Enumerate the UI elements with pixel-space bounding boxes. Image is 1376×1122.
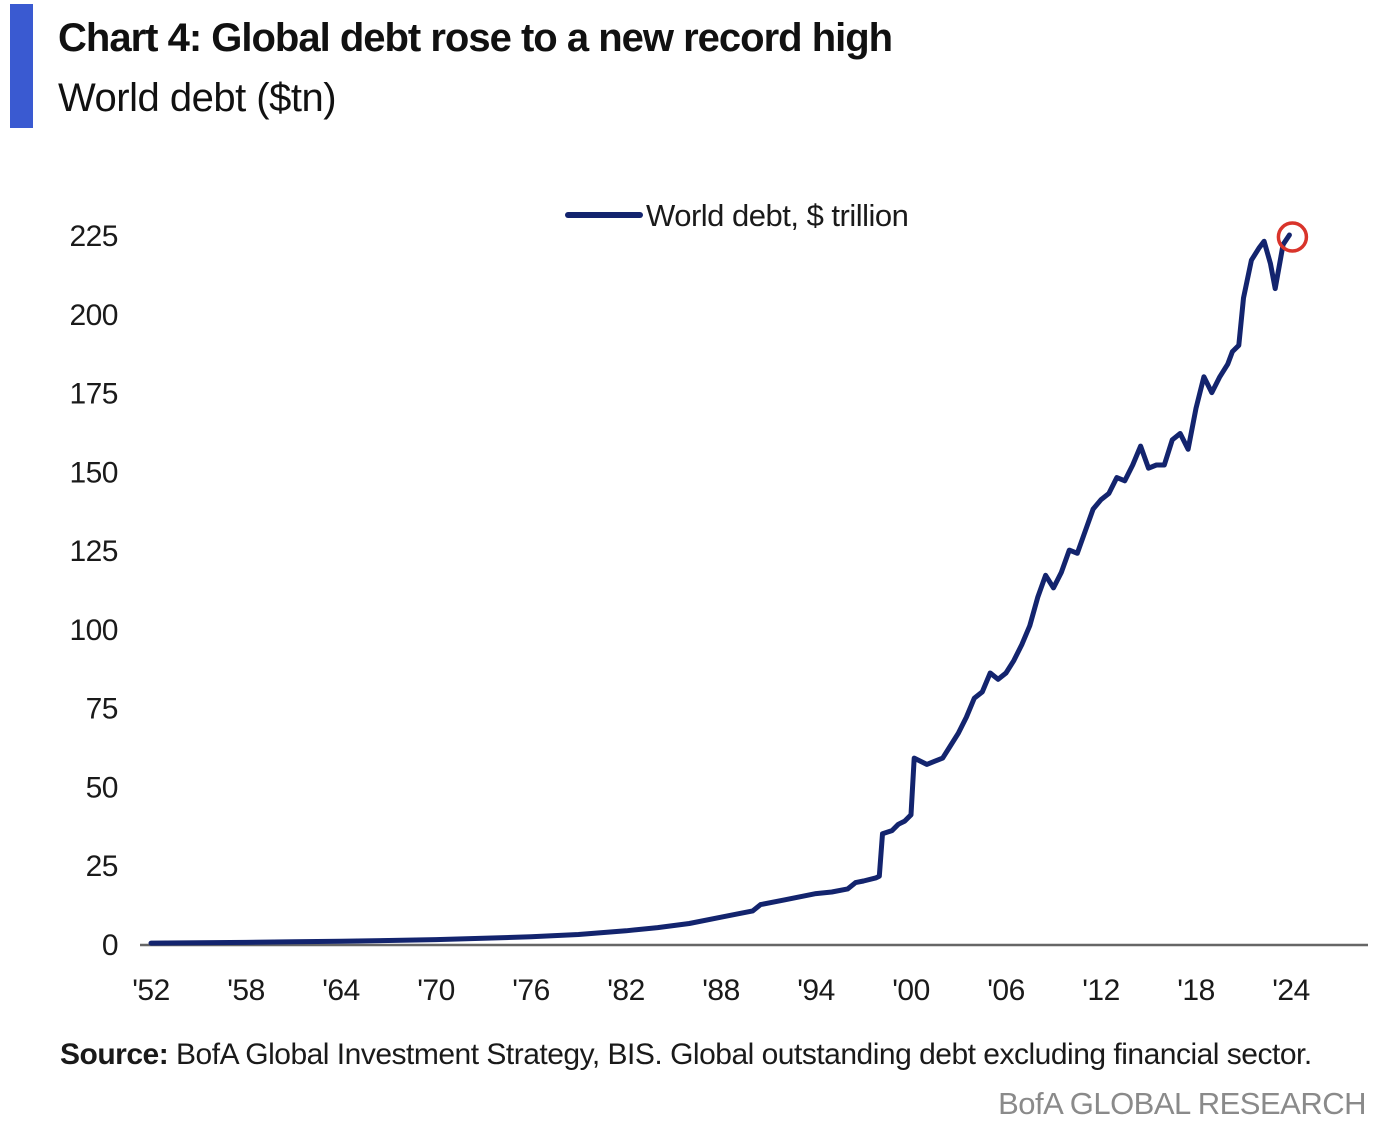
x-tick-label: '64	[322, 974, 360, 1007]
line-chart: 0 25 50 75 100 125 150 175 200 225 '52 '58 '64 '70 '7…	[69, 198, 1368, 1007]
x-tick-label: '18	[1177, 974, 1215, 1007]
y-tick-label: 150	[69, 456, 118, 489]
source-label: Source:	[60, 1038, 169, 1071]
x-tick-label: '24	[1272, 974, 1310, 1007]
brand-label: BofA GLOBAL RESEARCH	[998, 1086, 1366, 1121]
source-text: BofA Global Investment Strategy, BIS. Gl…	[168, 1038, 1312, 1071]
x-tick-label: '76	[512, 974, 550, 1007]
y-tick-label: 75	[86, 693, 118, 726]
x-tick-label: '00	[892, 974, 930, 1007]
legend-label: World debt, $ trillion	[646, 198, 908, 233]
y-tick-label: 100	[69, 614, 118, 647]
y-axis-ticks: 0 25 50 75 100 125 150 175 200 225	[69, 220, 118, 962]
y-tick-label: 225	[69, 220, 118, 253]
y-tick-label: 25	[86, 850, 118, 883]
x-tick-label: '82	[607, 974, 645, 1007]
x-tick-label: '88	[702, 974, 740, 1007]
chart-title: Chart 4: Global debt rose to a new recor…	[58, 16, 893, 60]
y-tick-label: 200	[69, 299, 118, 332]
x-tick-label: '70	[417, 974, 455, 1007]
x-tick-label: '58	[227, 974, 265, 1007]
source-note: Source: BofA Global Investment Strategy,…	[60, 1038, 1312, 1072]
y-tick-label: 50	[86, 771, 118, 804]
legend: World debt, $ trillion	[565, 198, 909, 233]
x-tick-label: '06	[987, 974, 1025, 1007]
y-tick-label: 0	[102, 929, 118, 962]
y-tick-label: 125	[69, 535, 118, 568]
series-layer	[148, 232, 1292, 946]
latest-value-highlight	[1276, 221, 1309, 253]
x-axis-ticks: '52 '58 '64 '70 '76 '82 '88 '94 '00 '06 '12 '18 '24	[132, 974, 1310, 1007]
chart-subtitle: World debt ($tn)	[58, 76, 337, 120]
y-tick-label: 175	[69, 378, 118, 411]
x-tick-label: '52	[132, 974, 170, 1007]
series-line-world-debt	[148, 232, 1292, 946]
x-tick-label: '94	[797, 974, 835, 1007]
x-tick-label: '12	[1082, 974, 1120, 1007]
accent-bar	[10, 4, 33, 128]
